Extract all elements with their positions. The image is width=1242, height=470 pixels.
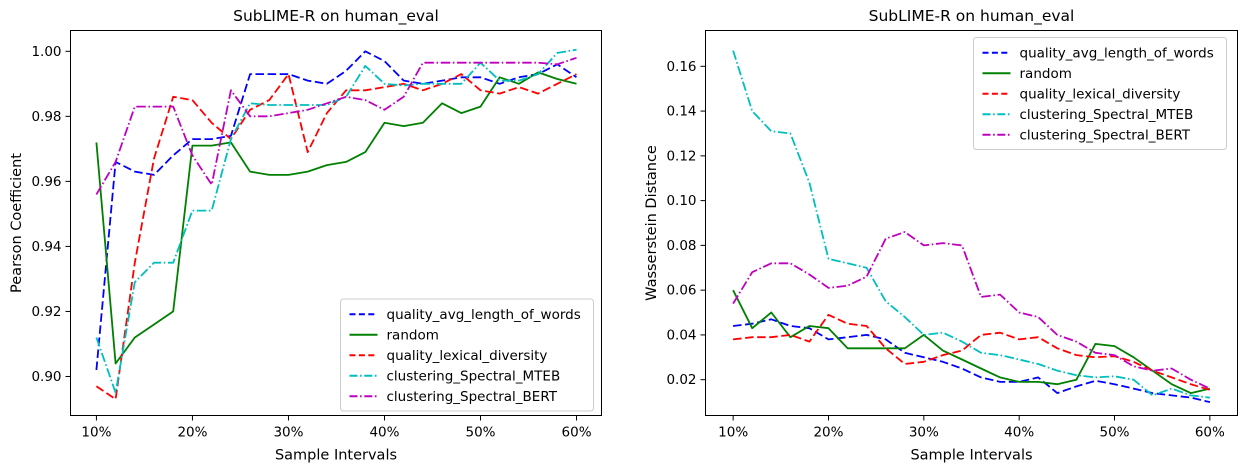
chart-1-x-tick-label: 60% (1195, 425, 1225, 441)
chart-0-x-tick-label: 40% (369, 425, 399, 441)
chart-1-x-axis-label: Sample Intervals (910, 448, 1032, 464)
chart-0-legend-label: quality_avg_length_of_words (387, 307, 581, 323)
chart-1-series-clustering_Spectral_MTEB (732, 50, 1211, 399)
chart-1-x-tick-label: 20% (813, 425, 843, 441)
chart-1-legend-label: quality_avg_length_of_words (1020, 45, 1214, 61)
chart-1-series-random (732, 289, 1211, 395)
chart-1-y-tick-label: 0.12 (666, 148, 696, 164)
chart-1-x-tick-label: 10% (718, 425, 748, 441)
chart-1-x-tick-label: 50% (1100, 425, 1130, 441)
chart-0-x-tick-label: 30% (273, 425, 303, 441)
chart-0-y-axis-label: Pearson Coefficient (9, 153, 25, 293)
chart-1-legend-label: quality_lexical_diversity (1020, 86, 1181, 102)
chart-0-y-tick-label: 1.00 (31, 44, 61, 60)
chart-1-legend-label: random (1020, 66, 1072, 82)
chart-0-y-tick-label: 0.94 (31, 239, 61, 255)
chart-1-y-tick-label: 0.02 (666, 372, 696, 388)
chart-1-title: SubLIME-R on human_eval (869, 7, 1075, 26)
chart-1-x-tick-label: 30% (909, 425, 939, 441)
chart-1-y-tick-label: 0.14 (666, 104, 696, 120)
chart-0-series-clustering_Spectral_BERT (95, 56, 577, 195)
chart-0-legend-box (340, 298, 594, 412)
chart-1-y-tick-label: 0.08 (666, 238, 696, 254)
chart-1-legend-label: clustering_Spectral_BERT (1020, 127, 1191, 143)
chart-0-y-tick-label: 0.92 (31, 304, 61, 320)
chart-0-y-tick-label: 0.96 (31, 174, 61, 190)
chart-0-series-clustering_Spectral_MTEB (95, 48, 577, 394)
chart-0-x-tick-label: 50% (466, 425, 496, 441)
chart-0-legend-label: quality_lexical_diversity (387, 348, 548, 364)
chart-0-x-tick-label: 10% (81, 425, 111, 441)
chart-0-x-tick-label: 20% (177, 425, 207, 441)
chart-0-x-tick-label: 60% (562, 425, 592, 441)
chart-1-plot-frame (705, 30, 1238, 416)
chart-0-legend-label: clustering_Spectral_MTEB (387, 368, 561, 384)
chart-1-x-tick-label: 40% (1004, 425, 1034, 441)
chart-0-y-tick-label: 0.90 (31, 369, 61, 385)
chart-1-legend-label: clustering_Spectral_MTEB (1020, 107, 1194, 123)
chart-0-y-tick-label: 0.98 (31, 109, 61, 125)
chart-1-series-quality_lexical_diversity (732, 313, 1211, 391)
chart-1-y-tick-label: 0.10 (666, 193, 696, 209)
chart-0-plot-frame (70, 30, 602, 416)
chart-1-y-axis-label: Wasserstein Distance (644, 145, 660, 301)
chart-0-title: SubLIME-R on human_eval (233, 7, 439, 26)
chart-1-series-clustering_Spectral_BERT (732, 231, 1211, 390)
chart-1-y-tick-label: 0.16 (666, 59, 696, 75)
chart-0-legend-label: random (387, 327, 439, 343)
chart-1-legend-box (973, 37, 1227, 150)
chart-1-y-tick-label: 0.06 (666, 283, 696, 299)
chart-0-series-random (95, 71, 577, 365)
chart-0-legend-label: clustering_Spectral_BERT (387, 389, 558, 405)
chart-1-y-tick-label: 0.04 (666, 327, 696, 343)
chart-0-x-axis-label: Sample Intervals (275, 448, 397, 464)
